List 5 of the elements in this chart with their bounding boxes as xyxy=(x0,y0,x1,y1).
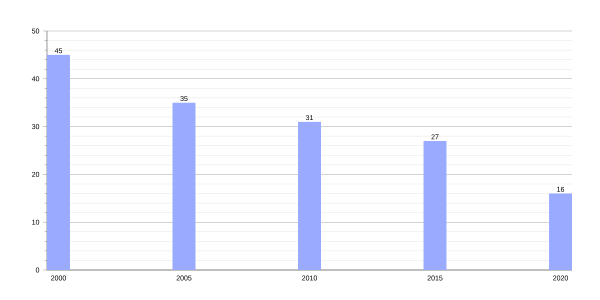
bar xyxy=(298,122,321,270)
bar xyxy=(424,140,446,270)
bar xyxy=(47,54,70,270)
bar xyxy=(172,102,196,270)
bar xyxy=(549,194,572,270)
